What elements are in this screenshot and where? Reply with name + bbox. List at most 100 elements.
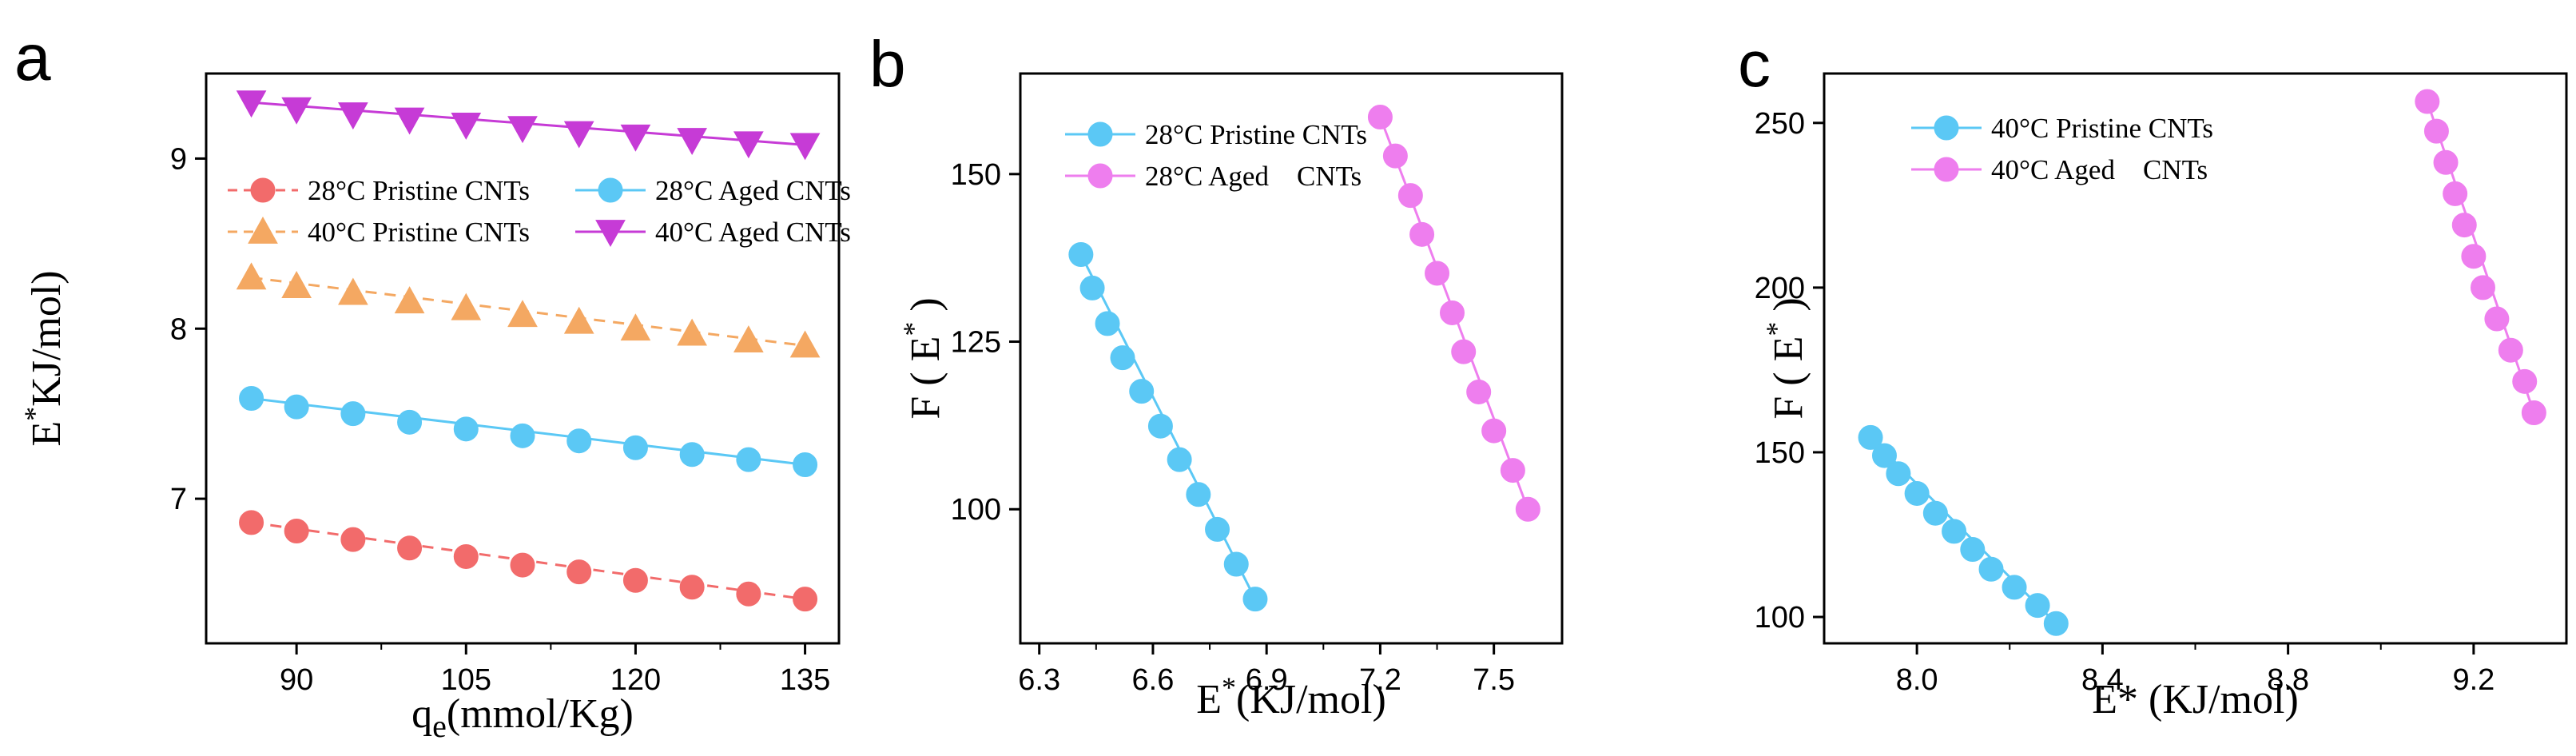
legend-label: 40°C Aged CNTs [655,217,851,248]
series-0 [1858,424,2069,636]
data-point [679,442,705,468]
data-point [1147,413,1173,439]
data-point [1871,443,1897,468]
data-point [1110,345,1135,371]
data-point [284,394,309,420]
data-point [394,107,425,135]
legend-item: 40°C Pristine CNTs [228,216,530,248]
data-point [2470,275,2495,300]
series-0 [239,510,818,612]
data-point [397,409,423,435]
y-tick-label: 200 [1755,272,1805,305]
y-axis-title-main: F ( E [1766,336,1811,420]
y-axis-title: F ( E* ) [897,297,948,419]
x-tick-label: 90 [280,663,313,697]
panel-label-c: c [1738,28,1771,101]
data-point [1500,458,1525,483]
x-axis-title-sup: * [1222,671,1236,703]
data-point [1095,311,1120,336]
x-axis-title: E*(KJ/mol) [1196,671,1386,722]
data-point [1440,300,1465,325]
legend-label: 28°C Aged CNTs [655,175,851,206]
y-axis-title-rest: ) [1766,297,1811,321]
data-point [1068,241,1094,267]
y-axis-title: E*KJ/mol) [18,270,70,446]
data-point [1425,261,1450,286]
data-point [1515,496,1540,522]
x-tick-label: 9.2 [2452,663,2495,697]
x-tick-label: 6.6 [1132,663,1175,697]
data-point [340,401,366,427]
data-point [284,519,309,544]
legend-label: 28°C Aged CNTs [1145,161,1362,192]
x-tick-label: 135 [780,663,830,697]
legend-marker [1934,115,1959,141]
chart-panel-c: c 8.0 8.4 8.8 9.2 100 150 200 250 40°C Pristine C… [1738,28,2568,722]
panel-label-b: b [869,28,906,101]
data-point [236,90,267,118]
legend-item: 40°C Aged CNTs [575,217,851,248]
y-tick-label: 7 [170,483,187,516]
data-point [563,121,594,149]
data-point [338,102,368,130]
data-point [338,277,368,305]
data-point [1451,339,1477,364]
x-tick-label: 8.0 [1896,663,1938,697]
x-tick-label: 8.8 [2267,663,2309,697]
data-point [620,313,651,341]
data-point [507,116,538,144]
data-point [2512,368,2538,394]
legend-marker [1087,121,1113,147]
panel-label-a: a [14,22,51,94]
y-axis-title: F ( E* ) [1760,297,1811,419]
x-tick-label: 8.4 [2081,663,2124,697]
data-point [2484,306,2510,332]
y-axis-title-rest: KJ/mol) [24,270,70,406]
legend-marker [595,220,626,248]
data-point [1186,482,1211,507]
legend-label: 28°C Pristine CNTs [1145,119,1367,150]
y-axis-title-main: F ( E [903,336,948,420]
legend-label: 40°C Aged CNTs [1991,154,2208,185]
data-point [677,128,707,156]
legend-item: 28°C Pristine CNTs [1065,119,1367,150]
data-point [1242,587,1268,612]
data-point [789,330,821,358]
legend-label: 28°C Pristine CNTs [308,175,530,206]
x-tick-label: 6.9 [1246,663,1288,697]
series-0 [1068,241,1268,612]
y-tick-label: 150 [951,158,1001,192]
data-point [507,300,538,328]
y-tick-label: 150 [1755,436,1805,470]
data-point [2443,181,2468,206]
data-point [2415,89,2440,114]
data-point [679,575,705,600]
data-point [1367,105,1393,130]
axes-frame [205,72,841,645]
x-tick-label: 7.5 [1473,663,1515,697]
legend-item: 28°C Aged CNTs [575,175,851,206]
data-point [1466,379,1492,404]
x-tick-label: 7.2 [1359,663,1401,697]
legend-marker [1087,163,1113,189]
data-point [1223,551,1249,577]
x-axis-title-main: E* (KJ/mol) [2092,677,2299,722]
series-2 [236,262,821,358]
x-tick-label: 6.3 [1018,663,1060,697]
data-point [1978,556,2004,582]
legend-item: 28°C Aged CNTs [1065,161,1362,192]
data-point [622,567,648,593]
data-point [451,112,482,140]
x-tick-label: 120 [610,663,661,697]
data-point [1397,183,1423,209]
y-tick-label: 9 [170,142,187,176]
y-axis-title-rest: ) [903,297,948,321]
x-tick-label: 105 [441,663,491,697]
data-point [394,286,425,314]
x-axis-title: qe(mmol/Kg) [411,691,634,744]
data-point [2433,149,2459,175]
data-point [2002,575,2027,600]
data-point [510,552,535,578]
legend-item: 40°C Aged CNTs [1911,154,2208,185]
data-point [2498,337,2523,363]
